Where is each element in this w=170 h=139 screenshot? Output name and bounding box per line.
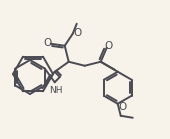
Text: O: O [44, 38, 52, 48]
Text: NH: NH [49, 86, 62, 95]
Text: O: O [119, 102, 127, 112]
Text: O: O [105, 41, 113, 51]
Text: O: O [74, 28, 82, 38]
